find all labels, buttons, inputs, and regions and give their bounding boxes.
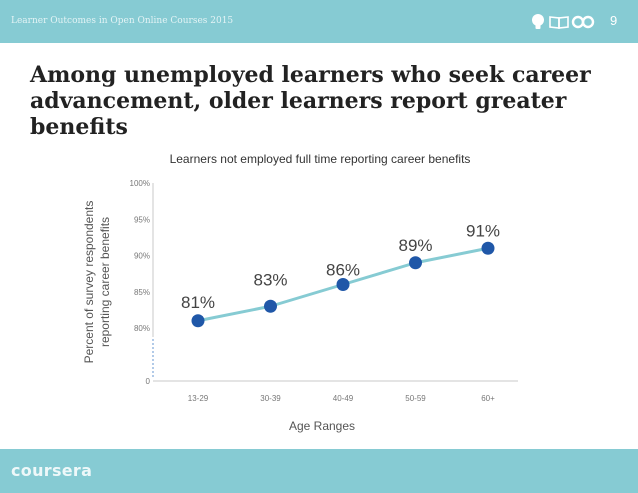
x-tick-label: 30-39 xyxy=(260,394,281,403)
data-point xyxy=(409,256,422,270)
y-tick-label: 0 xyxy=(146,377,151,386)
data-point xyxy=(264,299,277,313)
document-title: Learner Outcomes in Open Online Courses … xyxy=(11,16,234,26)
y-tick-label: 85% xyxy=(134,288,150,297)
x-tick-label: 40-49 xyxy=(333,394,354,403)
data-label: 86% xyxy=(326,261,360,280)
x-tick-label: 13-29 xyxy=(188,394,209,403)
x-tick-label: 60+ xyxy=(481,394,495,403)
slide-headline: Among unemployed learners who seek caree… xyxy=(30,62,591,140)
coursera-logo: coursera xyxy=(11,461,93,480)
y-tick-label: 80% xyxy=(134,324,150,333)
data-point xyxy=(336,278,350,291)
header-icons xyxy=(532,14,595,29)
y-tick-label: 95% xyxy=(134,215,150,224)
footer-bar: coursera xyxy=(0,449,638,493)
y-tick-label: 90% xyxy=(134,252,150,261)
page-number: 9 xyxy=(610,13,618,28)
coursera-infinity-icon xyxy=(571,15,595,29)
line-chart: 100% 95% 90% 85% 80% 0 13-29 30-39 40-49 50-59 60+… xyxy=(82,179,518,433)
y-tick-label: 100% xyxy=(130,179,150,188)
top-bar: Learner Outcomes in Open Online Courses … xyxy=(0,0,638,43)
data-label: 91% xyxy=(466,221,500,240)
x-axis-title: Age Ranges xyxy=(289,419,355,433)
book-icon xyxy=(549,16,569,29)
data-label: 89% xyxy=(398,236,432,255)
data-label: 83% xyxy=(253,270,287,289)
lightbulb-icon xyxy=(532,14,544,29)
chart-title: Learners not employed full time reportin… xyxy=(169,152,471,166)
data-point xyxy=(191,314,205,328)
y-axis-title: Percent of survey respondents xyxy=(82,201,96,364)
data-label: 81% xyxy=(181,293,215,312)
data-point xyxy=(481,241,495,255)
x-tick-label: 50-59 xyxy=(405,394,426,403)
y-axis-title: reporting career benefits xyxy=(98,217,112,347)
